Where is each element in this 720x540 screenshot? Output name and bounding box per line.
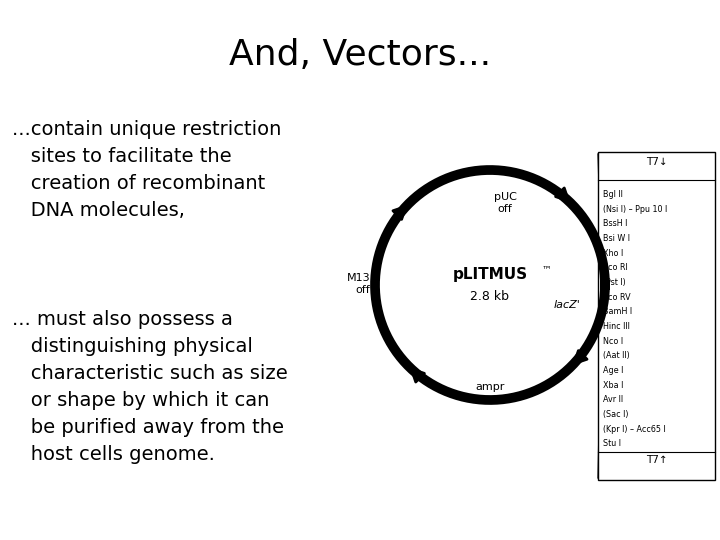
Text: BamH I: BamH I	[603, 307, 632, 316]
Text: (Sac I): (Sac I)	[603, 410, 629, 419]
Text: Eco RV: Eco RV	[603, 293, 631, 301]
Text: Xho I: Xho I	[603, 248, 624, 258]
Text: creation of recombinant: creation of recombinant	[12, 174, 265, 193]
Text: host cells genome.: host cells genome.	[12, 445, 215, 464]
Text: ™: ™	[542, 264, 552, 274]
Text: (Nsi I) – Ppu 10 I: (Nsi I) – Ppu 10 I	[603, 205, 667, 213]
Text: ampr: ampr	[475, 382, 505, 392]
Text: 2.8 kb: 2.8 kb	[470, 291, 510, 303]
Bar	[598, 152, 715, 480]
Text: T7↓: T7↓	[646, 157, 667, 167]
Text: Eco RI: Eco RI	[603, 263, 628, 272]
Text: or shape by which it can: or shape by which it can	[12, 391, 269, 410]
Text: Stu I: Stu I	[603, 439, 621, 448]
Text: Age I: Age I	[603, 366, 624, 375]
Text: T7↑: T7↑	[646, 455, 667, 465]
Text: lacZ': lacZ'	[553, 300, 580, 310]
Text: distinguishing physical: distinguishing physical	[12, 337, 253, 356]
Text: And, Vectors...: And, Vectors...	[229, 38, 491, 72]
Text: be purified away from the: be purified away from the	[12, 418, 284, 437]
Text: characteristic such as size: characteristic such as size	[12, 364, 288, 383]
Text: BssH I: BssH I	[603, 219, 627, 228]
Text: pUC
off: pUC off	[494, 192, 516, 214]
Text: DNA molecules,: DNA molecules,	[12, 201, 185, 220]
Text: Nco I: Nco I	[603, 336, 623, 346]
Text: ...contain unique restriction: ...contain unique restriction	[12, 120, 282, 139]
Text: (Pst I): (Pst I)	[603, 278, 626, 287]
Text: ... must also possess a: ... must also possess a	[12, 310, 233, 329]
Text: Hinc III: Hinc III	[603, 322, 630, 331]
Text: Bgl II: Bgl II	[603, 190, 623, 199]
Text: Avr II: Avr II	[603, 395, 623, 404]
Text: M13
off: M13 off	[346, 273, 370, 295]
Text: (Kpr I) – Acc65 I: (Kpr I) – Acc65 I	[603, 424, 666, 434]
Text: sites to facilitate the: sites to facilitate the	[12, 147, 232, 166]
Text: Xba I: Xba I	[603, 381, 624, 389]
Text: pLITMUS: pLITMUS	[452, 267, 528, 282]
Text: (Aat II): (Aat II)	[603, 351, 630, 360]
Text: Bsi W I: Bsi W I	[603, 234, 630, 243]
